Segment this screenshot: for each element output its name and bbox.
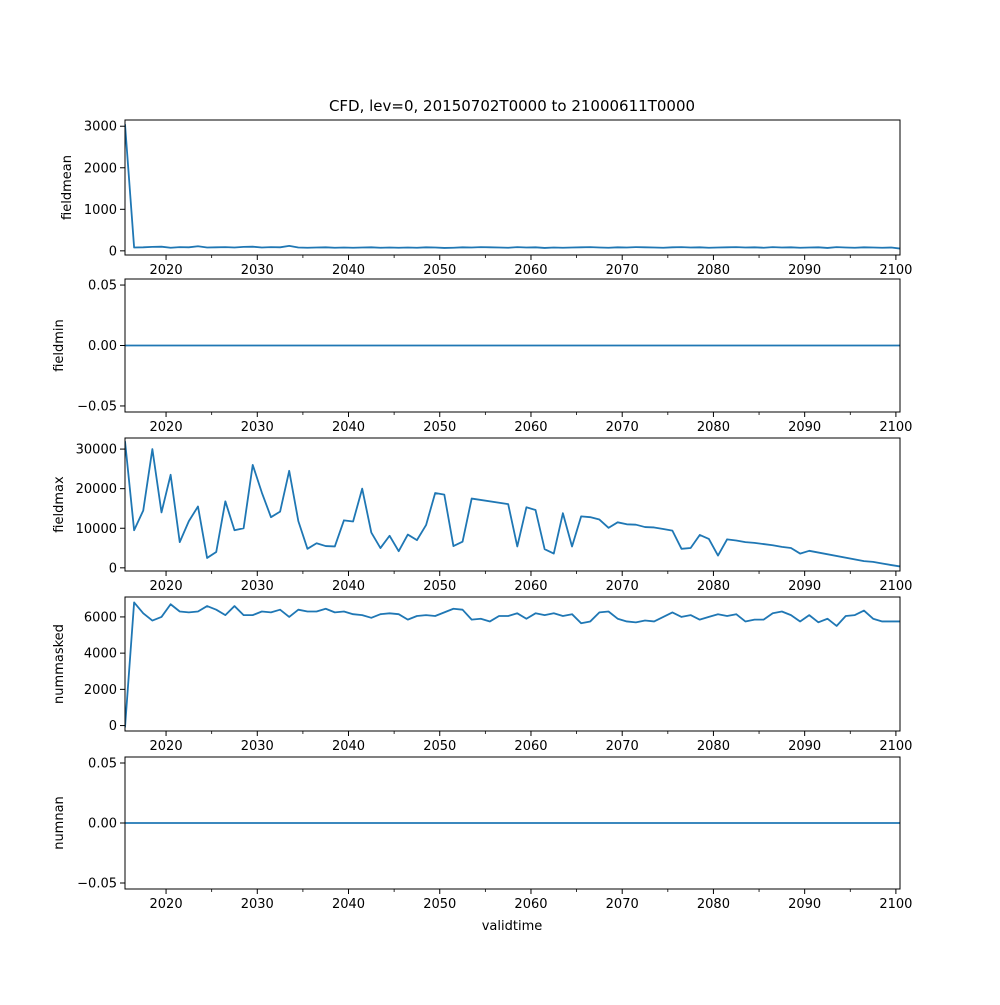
y-axis-label-numnan: numnan [52,796,67,850]
x-tick-label-2030: 2030 [241,579,274,594]
subplot-fieldmin: 2020 2030 2040 2050 2060 2070 2080 2090 2100 −0.0… [52,278,912,435]
plot-frame-3 [124,437,901,572]
y-tick-label-3-2: 20000 [76,482,117,497]
series-line-fieldmax [125,441,900,568]
x-tick-label-2080: 2080 [697,420,730,435]
x-tick-label-2050: 2050 [423,897,456,912]
x-tick-label-2090: 2090 [788,897,821,912]
x-tick-label-2020: 2020 [150,897,183,912]
y-tick-label-4-0: 0 [109,719,117,734]
subplot-numnan: 2020 2030 2040 2050 2060 2070 2080 2090 2100 −0.0… [52,756,912,912]
x-tick-label-2020: 2020 [150,420,183,435]
x-tick-label-2080: 2080 [697,579,730,594]
x-tick-label-2040: 2040 [332,263,365,278]
y-tick-label-4-3: 6000 [84,610,117,625]
x-tick-label-2090: 2090 [788,263,821,278]
y-tick-label-1-0: 0 [109,244,117,259]
x-tick-label-2090: 2090 [788,579,821,594]
x-axis-label: validtime [482,919,543,934]
y-axis-label-nummasked: nummasked [52,624,67,704]
x-tick-label-2040: 2040 [332,897,365,912]
plot-frame-1 [124,119,901,256]
x-tick-label-2030: 2030 [241,739,274,754]
y-tick-label-3-1: 10000 [76,522,117,537]
y-axis-label-fieldmax: fieldmax [52,476,67,533]
x-tick-label-2100: 2100 [879,739,912,754]
subplot-nummasked: 2020 2030 2040 2050 2060 2070 2080 2090 2100 0 200… [52,596,912,754]
subplot-fieldmax: 2020 2030 2040 2050 2060 2070 2080 2090 2100 0 100… [52,437,912,594]
x-tick-label-2040: 2040 [332,420,365,435]
x-tick-label-2100: 2100 [879,263,912,278]
x-tick-label-2030: 2030 [241,263,274,278]
x-tick-label-2090: 2090 [788,739,821,754]
y-tick-label-1-2: 2000 [84,161,117,176]
y-tick-label-3-3: 30000 [76,443,117,458]
x-tick-label-2060: 2060 [514,897,547,912]
y-tick-label-2-2: 0.05 [88,279,117,294]
x-tick-label-2050: 2050 [423,579,456,594]
x-tick-label-2070: 2070 [606,897,639,912]
x-tick-label-2030: 2030 [241,897,274,912]
subplot-fieldmean: 2020 2030 2040 2050 2060 2070 2080 2090 2100 0 100… [60,119,912,278]
x-tick-label-2060: 2060 [514,263,547,278]
x-tick-label-2040: 2040 [332,739,365,754]
y-axis-label-fieldmean: fieldmean [60,155,75,220]
series-line-nummasked [125,601,900,728]
x-tick-label-2060: 2060 [514,420,547,435]
y-tick-label-5-2: 0.05 [88,757,117,772]
x-tick-label-2030: 2030 [241,420,274,435]
x-tick-label-2080: 2080 [697,263,730,278]
x-tick-label-2070: 2070 [606,579,639,594]
y-tick-label-1-1: 1000 [84,203,117,218]
y-axis-label-fieldmin: fieldmin [52,319,67,372]
x-tick-label-2070: 2070 [606,420,639,435]
x-tick-label-2060: 2060 [514,579,547,594]
x-tick-label-2050: 2050 [423,739,456,754]
y-tick-label-4-1: 2000 [84,683,117,698]
x-tick-label-2050: 2050 [423,263,456,278]
y-tick-label-1-3: 3000 [84,120,117,135]
x-tick-label-2080: 2080 [697,739,730,754]
chart-title: CFD, lev=0, 20150702T0000 to 21000611T00… [329,97,695,115]
x-tick-label-2090: 2090 [788,420,821,435]
x-tick-label-2020: 2020 [150,739,183,754]
y-tick-label-5-0: −0.05 [77,877,117,892]
x-tick-label-2100: 2100 [879,420,912,435]
x-tick-label-2100: 2100 [879,897,912,912]
x-tick-label-2020: 2020 [150,263,183,278]
y-tick-label-4-2: 4000 [84,647,117,662]
x-tick-label-2020: 2020 [150,579,183,594]
series-line-fieldmean [125,124,900,250]
x-tick-label-2060: 2060 [514,739,547,754]
plot-frame-4 [124,596,901,732]
x-tick-label-2070: 2070 [606,739,639,754]
y-tick-label-3-0: 0 [109,561,117,576]
x-tick-label-2070: 2070 [606,263,639,278]
x-tick-label-2050: 2050 [423,420,456,435]
x-tick-label-2040: 2040 [332,579,365,594]
y-tick-label-5-1: 0.00 [88,817,117,832]
y-tick-label-2-1: 0.00 [88,339,117,354]
x-tick-label-2080: 2080 [697,897,730,912]
x-tick-label-2100: 2100 [879,579,912,594]
y-tick-label-2-0: −0.05 [77,399,117,414]
